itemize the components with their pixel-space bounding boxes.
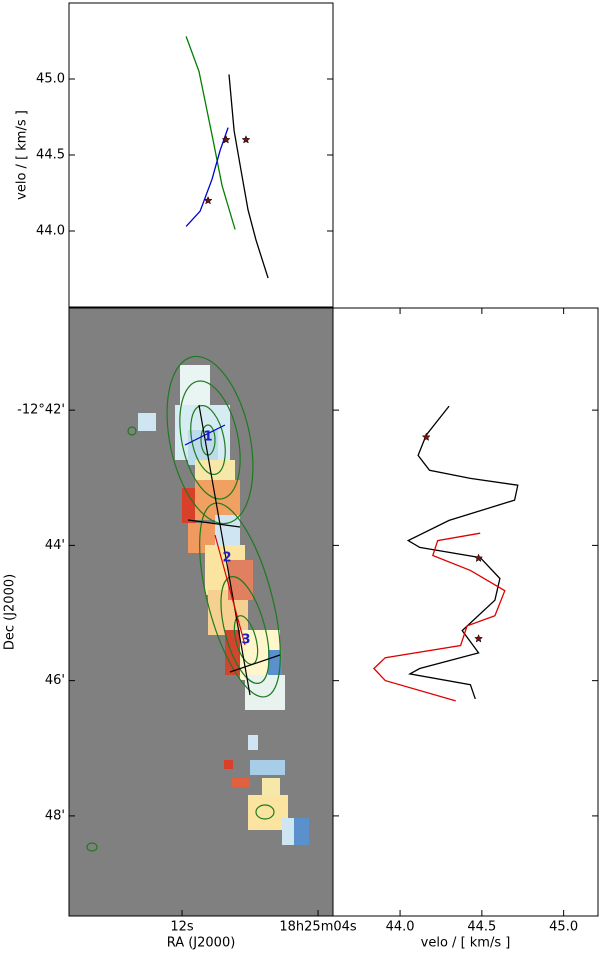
x-tick-label: 45.0	[549, 920, 578, 935]
y-tick-label: 44.5	[36, 148, 65, 163]
map-image	[69, 308, 333, 916]
line	[228, 74, 269, 279]
line	[372, 532, 506, 702]
star-marker	[241, 135, 251, 144]
star-marker	[221, 135, 231, 144]
x-axis-label: velo / [ km/s ]	[421, 936, 511, 951]
star-marker	[203, 195, 213, 205]
line	[185, 36, 236, 230]
line	[185, 127, 229, 227]
y-tick-label: 48'	[45, 808, 65, 823]
star-marker	[421, 432, 431, 441]
y-axis-label: velo / [ km/s ]	[15, 110, 30, 200]
line	[406, 405, 519, 700]
y-axis-label: Dec (J2000)	[3, 574, 18, 650]
cut-label: 3	[241, 633, 250, 648]
y-tick-label: 45.0	[36, 72, 65, 87]
cut-label: 1	[203, 430, 212, 445]
x-tick-label: 44.5	[467, 920, 496, 935]
star-marker	[474, 553, 484, 563]
x-axis-label: RA (J2000)	[167, 936, 236, 951]
y-tick-label: 44.0	[36, 224, 65, 239]
right-panel-frame	[332, 307, 599, 917]
x-tick-label: 18h25m04s	[279, 920, 357, 935]
y-tick-label: 46'	[45, 673, 65, 688]
x-tick-label: 44.0	[386, 920, 415, 935]
top-panel-frame	[68, 2, 334, 308]
y-tick-label: -12°42'	[17, 403, 65, 418]
y-tick-label: 44'	[45, 538, 65, 553]
star-marker	[474, 634, 484, 643]
x-tick-label: 12s	[170, 920, 194, 935]
cut-label: 2	[222, 551, 231, 566]
